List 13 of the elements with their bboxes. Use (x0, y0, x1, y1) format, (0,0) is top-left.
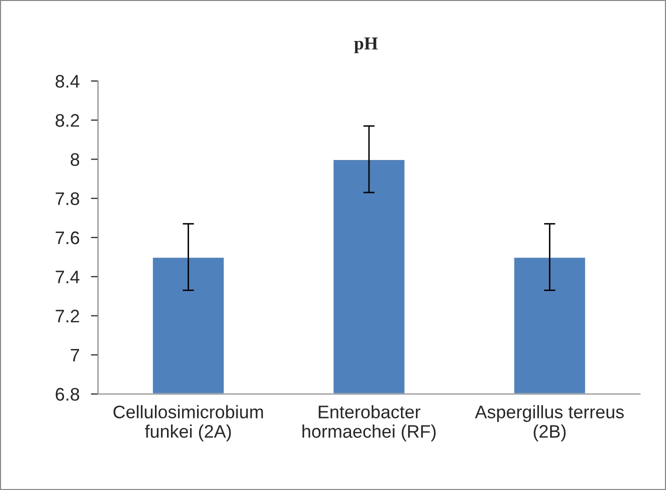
chart-title: pH (354, 38, 378, 54)
y-tick-label: 8 (70, 153, 80, 166)
y-tick-label: 7.8 (56, 192, 80, 206)
y-tick-label: 8.2 (56, 114, 80, 127)
x-tick-label: Enterobacter hormaechei (RF) (302, 405, 436, 442)
y-tick-label: 7 (70, 348, 80, 362)
y-tick-label: 7.6 (56, 231, 80, 244)
y-tick-label: 7.4 (56, 270, 80, 284)
y-tick-label: 7.2 (56, 310, 80, 322)
y-tick-label: 6.8 (56, 388, 80, 401)
x-tick-label: Aspergillus terreus (2B) (474, 405, 624, 442)
x-tick-label: Cellulosimicrobium funkei (2A) (114, 405, 263, 442)
y-tick-label: 8.4 (56, 74, 80, 88)
